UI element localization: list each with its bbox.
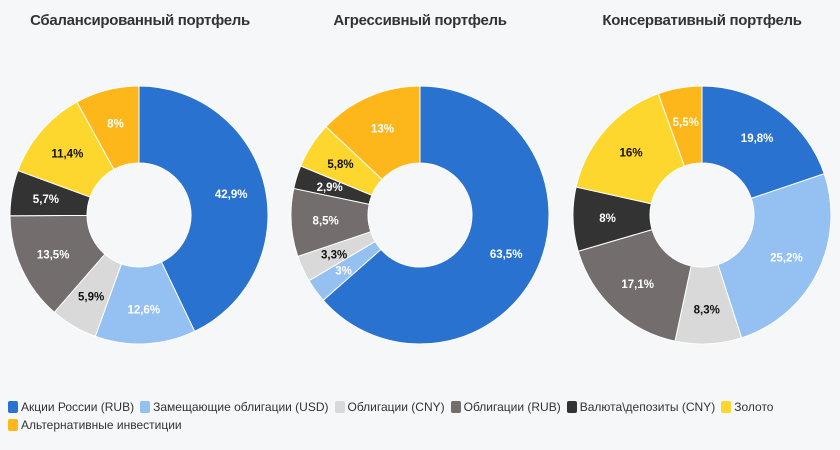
chart-title-aggressive: Агрессивный портфель xyxy=(333,12,507,29)
donut-slice[interactable] xyxy=(322,85,550,345)
slice-value-label: 63,5% xyxy=(490,249,523,261)
slice-value-label: 8,3% xyxy=(694,304,720,316)
legend-item[interactable]: Облигации (RUB) xyxy=(450,399,561,415)
legend-item[interactable]: Замещающие облигации (USD) xyxy=(140,399,329,415)
slice-value-label: 42,9% xyxy=(215,189,248,201)
legend-swatch-icon xyxy=(8,401,18,413)
slice-value-label: 8,5% xyxy=(313,216,339,228)
donut-slice[interactable] xyxy=(657,85,703,167)
donut-charts: 42,9% 12,6% 5,9% 13,5% 5,7% 11,4% 8% 63,5% 3% 3,3… xyxy=(9,85,832,345)
legend-label: Золото xyxy=(734,400,774,414)
legend-item[interactable]: Золото xyxy=(721,399,773,415)
legend-swatch-icon xyxy=(721,401,732,413)
legend-label: Облигации (CNY) xyxy=(347,400,445,414)
legend-swatch-icon xyxy=(8,419,18,431)
slice-value-label: 5,8% xyxy=(327,159,353,171)
legend-item[interactable]: Акции России (RUB) xyxy=(8,399,134,415)
legend-label: Облигации (RUB) xyxy=(463,400,561,414)
slice-value-label: 5,5% xyxy=(673,117,699,129)
slice-value-label: 16% xyxy=(620,148,643,160)
donut-slice[interactable] xyxy=(325,85,421,181)
donut-slice[interactable] xyxy=(575,93,686,205)
slice-value-label: 13% xyxy=(371,123,394,135)
legend-item[interactable]: Облигации (CNY) xyxy=(334,399,445,415)
legend-label: Альтернативные инвестиции xyxy=(21,418,182,432)
legend-swatch-icon xyxy=(566,401,577,413)
donut-chart: 42,9% 12,6% 5,9% 13,5% 5,7% 11,4% 8% xyxy=(9,85,269,345)
legend-label: Валюта\депозиты (CNY) xyxy=(579,400,716,414)
legend-item[interactable]: Альтернативные инвестиции xyxy=(8,417,182,433)
donut-slice[interactable] xyxy=(138,85,269,333)
slice-value-label: 12,6% xyxy=(127,304,160,316)
slice-value-label: 13,5% xyxy=(37,249,70,261)
chart-title-balanced: Сбалансированный портфель xyxy=(30,12,250,29)
legend-item[interactable]: Валюта\депозиты (CNY) xyxy=(566,399,716,415)
slice-value-label: 5,9% xyxy=(78,291,104,303)
donut-slice[interactable] xyxy=(701,85,825,200)
slice-value-label: 17,1% xyxy=(621,279,654,291)
slice-value-label: 25,2% xyxy=(770,253,803,265)
donut-slice[interactable] xyxy=(717,173,832,339)
legend-label: Замещающие облигации (USD) xyxy=(153,400,329,414)
legend-swatch-icon xyxy=(450,401,461,413)
chart-legend: Акции России (RUB) Замещающие облигации (… xyxy=(8,399,838,435)
legend-swatch-icon xyxy=(140,401,151,413)
slice-value-label: 3% xyxy=(335,266,352,278)
slice-value-label: 11,4% xyxy=(51,148,83,160)
donut-chart: 63,5% 3% 3,3% 8,5% 2,9% 5,8% 13% xyxy=(290,85,550,345)
chart-title-conservative: Консервативный портфель xyxy=(602,12,802,29)
slice-value-label: 19,8% xyxy=(741,133,774,145)
slice-value-label: 5,7% xyxy=(33,194,59,206)
slice-value-label: 8% xyxy=(107,118,124,130)
legend-label: Акции России (RUB) xyxy=(21,400,135,414)
donut-slice[interactable] xyxy=(577,228,692,342)
donut-chart: 19,8% 25,2% 8,3% 17,1% 8% 16% 5,5% xyxy=(572,85,832,345)
slice-value-label: 8% xyxy=(599,213,616,225)
donut-slice[interactable] xyxy=(76,85,140,171)
slice-value-label: 3,3% xyxy=(321,249,347,261)
legend-swatch-icon xyxy=(334,401,345,413)
slice-value-label: 2,9% xyxy=(317,182,343,194)
